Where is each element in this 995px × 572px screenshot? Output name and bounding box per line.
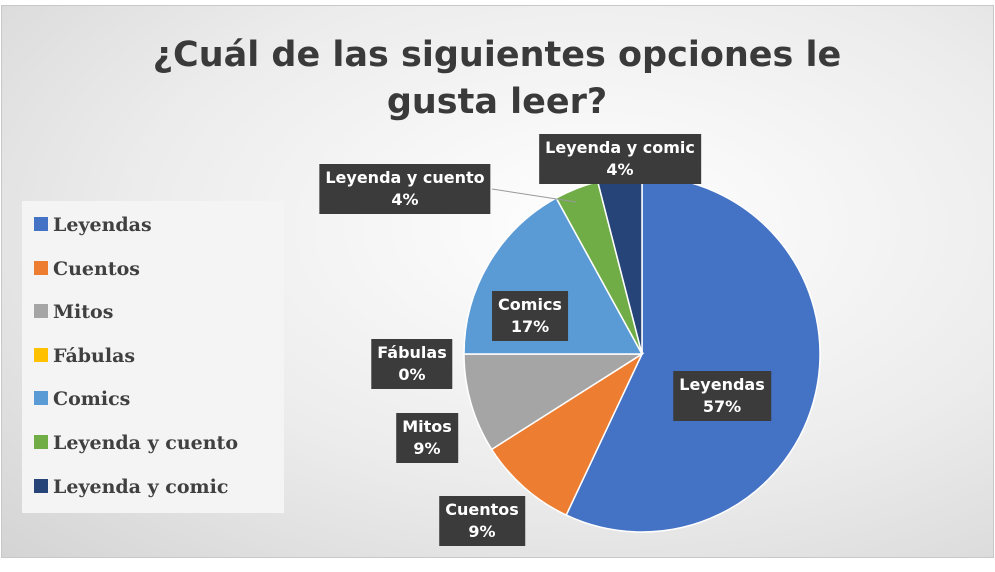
data-label-name: Mitos bbox=[402, 417, 452, 436]
data-label-name: Leyenda y cuento bbox=[325, 168, 485, 187]
data-label-value: 9% bbox=[468, 522, 496, 541]
chart-title: ¿Cuál de las siguientes opciones le gust… bbox=[152, 35, 842, 122]
legend-label: Leyenda y comic bbox=[53, 475, 229, 498]
data-label-value: 57% bbox=[702, 397, 742, 416]
legend-swatch bbox=[34, 304, 48, 319]
legend-swatch bbox=[34, 435, 48, 449]
legend-item: Leyenda y cuento bbox=[34, 432, 238, 454]
legend-swatch bbox=[34, 217, 48, 231]
data-label-name: Comics bbox=[498, 295, 562, 314]
legend-swatch bbox=[34, 478, 48, 493]
data-label: Leyendas 57% bbox=[673, 371, 771, 421]
legend-label: Leyenda y cuento bbox=[53, 432, 238, 454]
data-label-name: Fábulas bbox=[377, 343, 447, 362]
data-label: Fábulas 0% bbox=[371, 339, 453, 389]
data-label-name: Leyenda y comic bbox=[545, 138, 695, 157]
chart: ¿Cuál de las siguientes opciones le gust… bbox=[1, 5, 994, 558]
legend-label: Cuentos bbox=[53, 257, 140, 280]
pie-slice bbox=[463, 353, 645, 451]
data-label: Cuentos 9% bbox=[439, 496, 525, 546]
legend-item: Fábulas bbox=[34, 345, 135, 367]
pie-slice bbox=[565, 175, 821, 533]
legend-item: Leyenda y comic bbox=[34, 476, 228, 498]
leader-line bbox=[491, 188, 577, 203]
data-label: Leyenda y comic 4% bbox=[539, 134, 701, 184]
data-label: Comics 17% bbox=[492, 291, 568, 341]
legend-label: Fábulas bbox=[53, 344, 136, 367]
pie-slice bbox=[490, 351, 644, 517]
legend: Leyendas Cuentos Mitos Fábulas Comics Leyenda… bbox=[22, 201, 284, 513]
legend-label: Leyendas bbox=[53, 214, 152, 236]
legend-swatch bbox=[34, 260, 48, 275]
legend-item: Comics bbox=[34, 388, 130, 410]
data-label-name: Leyendas bbox=[679, 375, 765, 394]
legend-swatch bbox=[34, 347, 48, 362]
legend-swatch bbox=[34, 391, 48, 406]
data-label: Leyenda y cuento 4% bbox=[319, 164, 491, 214]
legend-item: Cuentos bbox=[34, 258, 140, 280]
data-label-value: 4% bbox=[391, 190, 419, 209]
data-label-value: 0% bbox=[398, 365, 426, 384]
legend-item: Leyendas bbox=[34, 214, 152, 236]
data-label-value: 17% bbox=[510, 317, 550, 336]
data-label-name: Cuentos bbox=[445, 500, 519, 519]
legend-label: Comics bbox=[53, 388, 131, 411]
legend-item: Mitos bbox=[34, 301, 113, 323]
data-label-value: 4% bbox=[606, 160, 634, 179]
legend-label: Mitos bbox=[53, 301, 114, 324]
data-label-value: 9% bbox=[413, 439, 441, 458]
data-label: Mitos 9% bbox=[396, 413, 458, 463]
